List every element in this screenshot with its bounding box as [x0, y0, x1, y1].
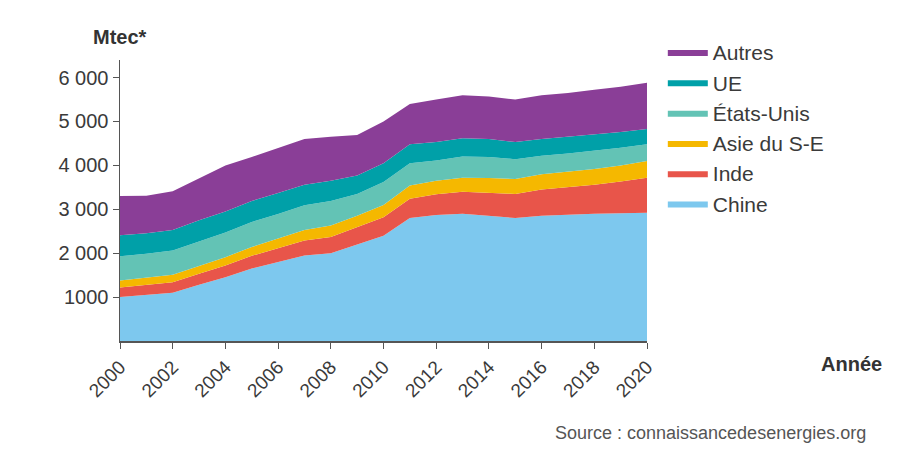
svg-text:2 000: 2 000: [58, 242, 108, 264]
svg-text:Source : connaissancedesenergi: Source : connaissancedesenergies.org: [555, 423, 866, 443]
svg-text:États-Unis: États-Unis: [713, 102, 810, 125]
svg-text:Asie du S-E: Asie du S-E: [713, 132, 824, 155]
svg-text:2000: 2000: [85, 356, 130, 401]
svg-text:2004: 2004: [190, 356, 235, 401]
svg-text:Chine: Chine: [713, 193, 768, 216]
svg-text:4 000: 4 000: [58, 154, 108, 176]
svg-text:6 000: 6 000: [58, 67, 108, 89]
svg-text:3 000: 3 000: [58, 198, 108, 220]
svg-text:2018: 2018: [559, 356, 604, 401]
svg-text:2014: 2014: [454, 356, 499, 401]
svg-text:Année: Année: [821, 353, 882, 375]
svg-text:2002: 2002: [137, 356, 182, 401]
svg-text:UE: UE: [713, 72, 742, 95]
svg-text:5 000: 5 000: [58, 110, 108, 132]
svg-text:2008: 2008: [296, 356, 341, 401]
svg-text:2010: 2010: [348, 356, 393, 401]
svg-text:Mtec*: Mtec*: [93, 26, 147, 48]
svg-text:1000: 1000: [64, 286, 109, 308]
svg-text:Inde: Inde: [713, 162, 754, 185]
svg-text:2012: 2012: [401, 356, 446, 401]
svg-text:Autres: Autres: [713, 41, 774, 64]
svg-text:2016: 2016: [506, 356, 551, 401]
svg-text:2006: 2006: [243, 356, 288, 401]
svg-text:2020: 2020: [612, 356, 657, 401]
